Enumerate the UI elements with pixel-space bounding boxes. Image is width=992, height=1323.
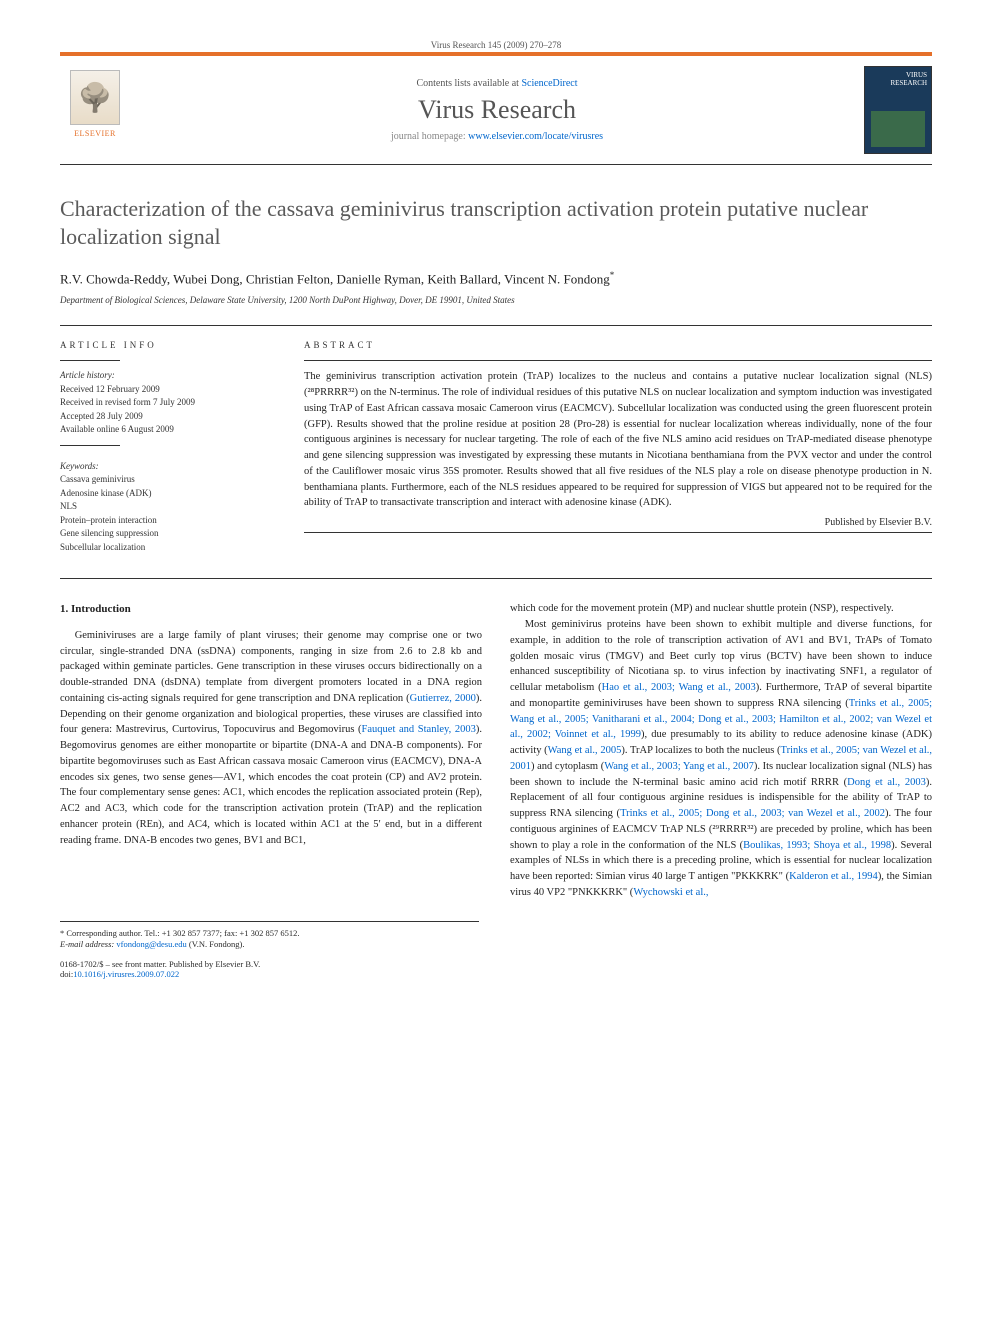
journal-cover-thumb: VIRUS RESEARCH xyxy=(864,66,932,154)
published-by: Published by Elsevier B.V. xyxy=(304,517,932,528)
citation-link[interactable]: Kalderon et al., 1994 xyxy=(789,871,878,882)
citation-link[interactable]: Fauquet and Stanley, 2003 xyxy=(362,724,476,735)
cover-label: VIRUS RESEARCH xyxy=(890,71,927,87)
citation-link[interactable]: Wychowski et al., xyxy=(633,887,708,898)
doi-label: doi: xyxy=(60,969,73,979)
keyword: Protein–protein interaction xyxy=(60,514,276,528)
doi-link[interactable]: 10.1016/j.virusres.2009.07.022 xyxy=(73,969,179,979)
corr-author-info: * Corresponding author. Tel.: +1 302 857… xyxy=(60,928,479,940)
text: ). TrAP localizes to both the nucleus ( xyxy=(621,745,780,756)
citation-link[interactable]: Gutierrez, 2000 xyxy=(410,693,476,704)
issn-line: 0168-1702/$ – see front matter. Publishe… xyxy=(60,959,932,969)
article-info-col: ARTICLE INFO Article history: Received 1… xyxy=(60,340,276,554)
text: ) and cytoplasm ( xyxy=(531,761,604,772)
contents-line: Contents lists available at ScienceDirec… xyxy=(130,78,864,89)
keyword: NLS xyxy=(60,500,276,514)
citation-link[interactable]: Hao et al., 2003; Wang et al., 2003 xyxy=(602,682,756,693)
history-label: Article history: xyxy=(60,369,276,383)
citation-link[interactable]: Dong et al., 2003 xyxy=(847,777,926,788)
keyword: Adenosine kinase (ADK) xyxy=(60,487,276,501)
keyword: Subcellular localization xyxy=(60,541,276,555)
intro-p2: which code for the movement protein (MP)… xyxy=(510,601,932,617)
keyword: Cassava geminivirus xyxy=(60,473,276,487)
article-title: Characterization of the cassava geminivi… xyxy=(60,195,932,250)
corresponding-mark: * xyxy=(610,270,615,280)
affiliation: Department of Biological Sciences, Delaw… xyxy=(60,295,932,305)
corresponding-footer: * Corresponding author. Tel.: +1 302 857… xyxy=(60,921,479,952)
publisher-logo: ELSEVIER xyxy=(60,70,130,150)
received-date: Received 12 February 2009 xyxy=(60,383,276,397)
elsevier-tree-icon xyxy=(70,70,120,125)
email-link[interactable]: vfondong@desu.edu xyxy=(116,939,186,949)
body-columns: 1. Introduction Geminiviruses are a larg… xyxy=(60,601,932,900)
journal-name: Virus Research xyxy=(130,95,864,125)
publisher-name: ELSEVIER xyxy=(74,129,116,138)
info-abstract-row: ARTICLE INFO Article history: Received 1… xyxy=(60,325,932,554)
email-label: E-mail address: xyxy=(60,939,114,949)
sciencedirect-link[interactable]: ScienceDirect xyxy=(521,78,577,89)
journal-homepage-link[interactable]: www.elsevier.com/locate/virusres xyxy=(468,131,603,142)
accepted-date: Accepted 28 July 2009 xyxy=(60,410,276,424)
divider-icon xyxy=(60,445,120,446)
divider-icon xyxy=(304,532,932,533)
abstract-text: The geminivirus transcription activation… xyxy=(304,369,932,511)
citation-link[interactable]: Wang et al., 2003; Yang et al., 2007 xyxy=(604,761,754,772)
divider-icon xyxy=(60,360,120,361)
abstract-col: ABSTRACT The geminivirus transcription a… xyxy=(304,340,932,554)
online-date: Available online 6 August 2009 xyxy=(60,423,276,437)
citation-link[interactable]: Wang et al., 2005 xyxy=(548,745,622,756)
body-col-right: which code for the movement protein (MP)… xyxy=(510,601,932,900)
contents-prefix: Contents lists available at xyxy=(416,78,518,89)
section-divider xyxy=(60,578,932,579)
text: ). Begomovirus genomes are either monopa… xyxy=(60,724,482,845)
intro-heading: 1. Introduction xyxy=(60,601,482,618)
homepage-line: journal homepage: www.elsevier.com/locat… xyxy=(130,131,864,142)
keyword: Gene silencing suppression xyxy=(60,527,276,541)
keywords-label: Keywords: xyxy=(60,460,276,474)
article-info-heading: ARTICLE INFO xyxy=(60,340,276,350)
email-owner: (V.N. Fondong). xyxy=(189,939,245,949)
authors: R.V. Chowda-Reddy, Wubei Dong, Christian… xyxy=(60,270,932,287)
abstract-heading: ABSTRACT xyxy=(304,340,932,350)
article-history: Article history: Received 12 February 20… xyxy=(60,369,276,437)
body-col-left: 1. Introduction Geminiviruses are a larg… xyxy=(60,601,482,900)
citation-link[interactable]: Trinks et al., 2005; Dong et al., 2003; … xyxy=(620,808,885,819)
issn-doi-block: 0168-1702/$ – see front matter. Publishe… xyxy=(60,959,932,979)
homepage-prefix: journal homepage: xyxy=(391,131,466,142)
page-range: Virus Research 145 (2009) 270–278 xyxy=(60,40,932,50)
intro-p3: Most geminivirus proteins have been show… xyxy=(510,617,932,901)
journal-header: ELSEVIER Contents lists available at Sci… xyxy=(60,52,932,165)
revised-date: Received in revised form 7 July 2009 xyxy=(60,396,276,410)
intro-p1: Geminiviruses are a large family of plan… xyxy=(60,628,482,849)
citation-link[interactable]: Boulikas, 1993; Shoya et al., 1998 xyxy=(743,840,891,851)
keywords-block: Keywords: Cassava geminivirus Adenosine … xyxy=(60,460,276,555)
author-list: R.V. Chowda-Reddy, Wubei Dong, Christian… xyxy=(60,271,610,286)
divider-icon xyxy=(304,360,932,361)
